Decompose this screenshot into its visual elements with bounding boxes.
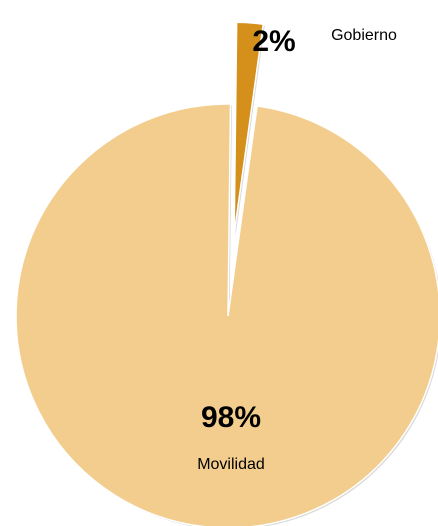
pie-slice-movilidad (15, 103, 438, 526)
slice-percent-label-movilidad: 98% (201, 401, 261, 434)
label-layer: 98% Movilidad 2% Gobierno (197, 25, 397, 473)
slice-percent-label-gobierno: 2% (252, 25, 295, 58)
slice-category-label-movilidad: Movilidad (197, 456, 265, 473)
slice-category-label-gobierno: Gobierno (331, 27, 397, 44)
slice-layer (15, 21, 438, 526)
pie-slice-gobierno (233, 21, 265, 235)
